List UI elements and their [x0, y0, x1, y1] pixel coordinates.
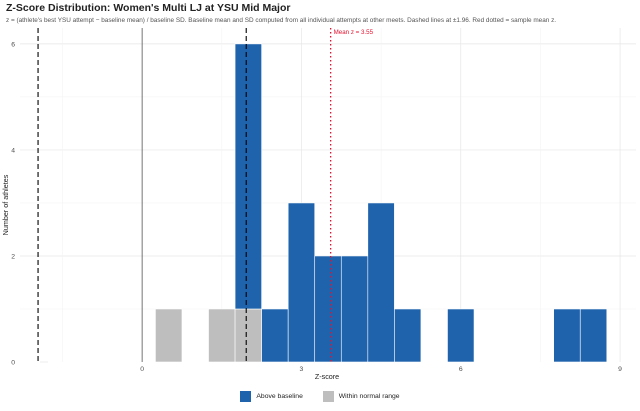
y-axis-label: Number of athletes: [1, 174, 10, 235]
x-tick-label: 6: [459, 366, 463, 373]
bar-layer: [155, 43, 608, 363]
x-axis-label: Z-score: [315, 372, 339, 381]
bar-within-normal: [234, 308, 262, 363]
chart-subtitle: z = (athlete's best YSU attempt − baseli…: [6, 17, 557, 24]
chart-title: Z-Score Distribution: Women's Multi LJ a…: [6, 2, 291, 14]
bar-above-baseline: [447, 308, 475, 363]
bar-above-baseline: [261, 308, 289, 363]
legend-label-above: Above baseline: [256, 393, 303, 400]
y-tick-label: 0: [11, 359, 15, 366]
x-tick-label: 0: [140, 366, 144, 373]
y-tick-label: 4: [11, 147, 15, 154]
bar-within-normal: [155, 308, 183, 363]
bar-above-baseline: [234, 43, 262, 310]
bar-within-normal: [208, 308, 236, 363]
tick-label-layer: 0 3 6 9 0 2 4 6: [11, 41, 622, 373]
mean-annotation-label: Mean z = 3.55: [334, 29, 374, 36]
bar-above-baseline: [579, 308, 608, 363]
bar-above-baseline: [553, 308, 581, 363]
bar-above-baseline: [287, 202, 316, 363]
legend: Above baseline Within normal range: [0, 391, 640, 404]
reference-lines-layer: Mean z = 3.55: [37, 28, 374, 362]
y-tick-label: 2: [11, 253, 15, 260]
legend-item-above: Above baseline: [240, 391, 303, 402]
legend-swatch-above: [240, 391, 252, 402]
bar-above-baseline: [314, 255, 342, 363]
legend-item-within: Within normal range: [322, 391, 400, 402]
bar-above-baseline: [394, 308, 422, 363]
bar-above-baseline: [367, 202, 395, 363]
bar-above-baseline: [340, 255, 369, 363]
x-tick-label: 9: [618, 366, 622, 373]
legend-label-within: Within normal range: [338, 393, 400, 400]
legend-swatch-within: [322, 391, 334, 402]
y-tick-label: 6: [11, 41, 15, 48]
x-tick-label: 3: [300, 366, 304, 373]
